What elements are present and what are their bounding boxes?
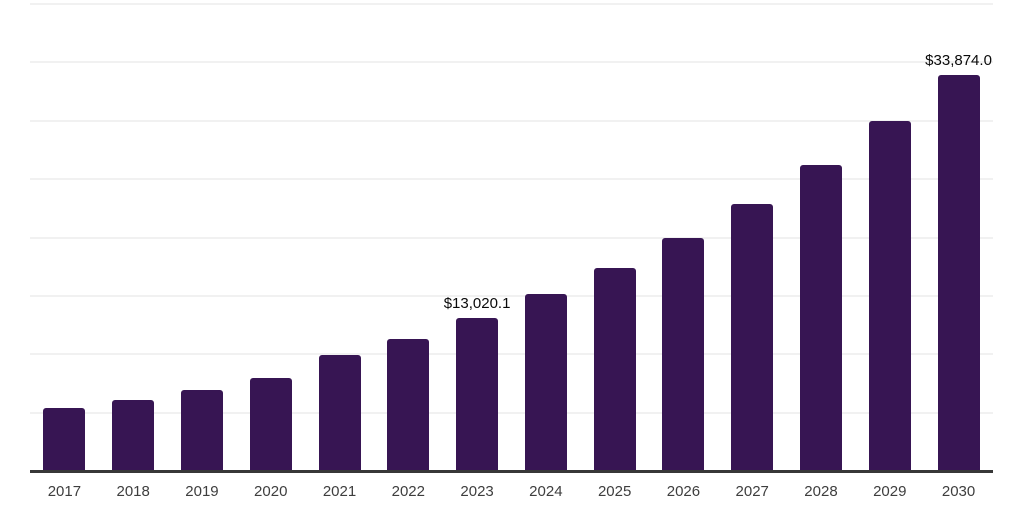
bar-slot-2026	[649, 3, 718, 470]
bar-slot-2030: $33,874.0	[924, 3, 993, 470]
x-axis-label-2024: 2024	[529, 483, 563, 500]
bar-2028	[799, 164, 842, 470]
value-label-2023: $13,020.1	[443, 295, 511, 312]
gridline-35000	[30, 61, 993, 64]
bar-slot-2017	[30, 3, 99, 470]
bar-slot-2020	[236, 3, 305, 470]
gridline-30000	[30, 119, 993, 122]
bar-slot-2018	[99, 3, 168, 470]
bar-2018	[112, 399, 155, 470]
plot-area: $13,020.1 $33,874.0	[30, 3, 993, 470]
gridline-5000	[30, 411, 993, 414]
x-axis-label-2022: 2022	[391, 483, 425, 500]
bar-slot-2025	[580, 3, 649, 470]
x-axis-labels: 2017 2018 2019 2020 2021 2022 2023 2024 2025 2026…	[30, 483, 993, 500]
bar-slot-2021	[305, 3, 374, 470]
x-axis-label-2017: 2017	[47, 483, 82, 500]
x-axis-label-2027: 2027	[735, 483, 769, 500]
bar-2019	[180, 390, 223, 470]
x-axis-label-2021: 2021	[322, 483, 357, 500]
x-axis-label-2029: 2029	[873, 483, 907, 500]
x-axis-label-2025: 2025	[597, 483, 632, 500]
bar-2026	[662, 238, 705, 470]
bar-slot-2019	[168, 3, 237, 470]
gridline-20000	[30, 236, 993, 239]
x-axis-label-2023: 2023	[460, 483, 494, 500]
bar-slot-2022	[374, 3, 443, 470]
x-axis-label-2028: 2028	[804, 483, 838, 500]
bar-2025	[593, 268, 636, 470]
x-axis-label-2018: 2018	[116, 483, 150, 500]
bar-slot-2029	[855, 3, 924, 470]
x-axis-label-2030: 2030	[941, 483, 976, 500]
gridline-25000	[30, 178, 993, 181]
bar-2027	[731, 203, 774, 470]
bar-2024	[524, 294, 567, 470]
x-axis-label-2020: 2020	[254, 483, 288, 500]
bar-2020	[249, 378, 292, 470]
gridline-40000	[30, 3, 993, 5]
bar-2021	[318, 355, 361, 470]
gridline-15000	[30, 294, 993, 297]
x-axis-label-2026: 2026	[666, 483, 701, 500]
bar-slot-2024	[511, 3, 580, 470]
bar-2029	[868, 120, 911, 470]
value-label-2030: $33,874.0	[925, 51, 992, 69]
bar-2022	[387, 338, 430, 470]
bar-2030	[937, 74, 980, 470]
gridline-10000	[30, 353, 993, 356]
x-axis-label-2019: 2019	[185, 483, 219, 500]
bar-slot-2028	[787, 3, 856, 470]
bar-slot-2023: $13,020.1	[443, 3, 512, 470]
x-axis-line	[30, 470, 993, 473]
bar-2017	[43, 408, 86, 470]
bar-2023	[456, 318, 499, 470]
bar-slot-2027	[718, 3, 787, 470]
bars-container: $13,020.1 $33,874.0	[30, 3, 993, 470]
